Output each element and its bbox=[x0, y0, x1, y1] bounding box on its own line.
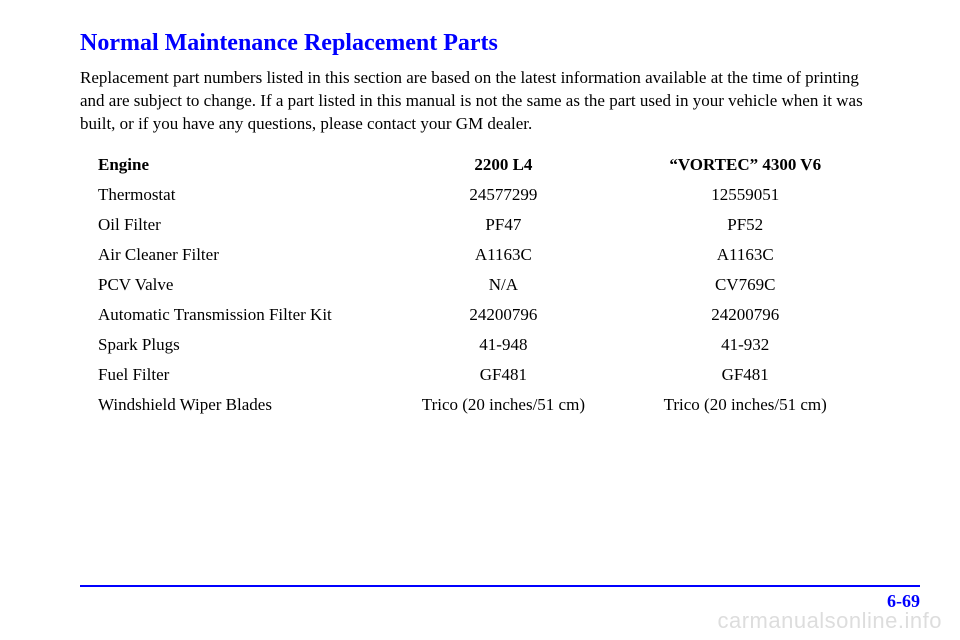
part-num-vortec: CV769C bbox=[620, 270, 870, 300]
part-num-vortec: 12559051 bbox=[620, 180, 870, 210]
parts-table: Engine 2200 L4 “VORTEC” 4300 V6 Thermost… bbox=[90, 150, 870, 420]
part-num-2200: 41-948 bbox=[386, 330, 620, 360]
footer-rule bbox=[80, 585, 920, 587]
part-num-vortec: GF481 bbox=[620, 360, 870, 390]
table-row: Fuel Filter GF481 GF481 bbox=[90, 360, 870, 390]
table-row: PCV Valve N/A CV769C bbox=[90, 270, 870, 300]
intro-paragraph: Replacement part numbers listed in this … bbox=[80, 67, 880, 136]
part-name: PCV Valve bbox=[90, 270, 386, 300]
table-row: Oil Filter PF47 PF52 bbox=[90, 210, 870, 240]
part-num-vortec: 24200796 bbox=[620, 300, 870, 330]
table-row: Air Cleaner Filter A1163C A1163C bbox=[90, 240, 870, 270]
part-num-2200: N/A bbox=[386, 270, 620, 300]
part-num-vortec: A1163C bbox=[620, 240, 870, 270]
part-name: Automatic Transmission Filter Kit bbox=[90, 300, 386, 330]
section-heading: Normal Maintenance Replacement Parts bbox=[80, 30, 880, 57]
watermark-text: carmanualsonline.info bbox=[717, 608, 942, 634]
part-num-vortec: PF52 bbox=[620, 210, 870, 240]
part-num-vortec: 41-932 bbox=[620, 330, 870, 360]
manual-page: Normal Maintenance Replacement Parts Rep… bbox=[0, 0, 960, 420]
parts-table-body: Thermostat 24577299 12559051 Oil Filter … bbox=[90, 180, 870, 420]
table-header-row: Engine 2200 L4 “VORTEC” 4300 V6 bbox=[90, 150, 870, 180]
part-num-2200: A1163C bbox=[386, 240, 620, 270]
part-num-2200: 24200796 bbox=[386, 300, 620, 330]
part-name: Thermostat bbox=[90, 180, 386, 210]
col-header-vortec: “VORTEC” 4300 V6 bbox=[620, 150, 870, 180]
part-name: Air Cleaner Filter bbox=[90, 240, 386, 270]
part-num-2200: GF481 bbox=[386, 360, 620, 390]
part-name: Oil Filter bbox=[90, 210, 386, 240]
part-num-vortec: Trico (20 inches/51 cm) bbox=[620, 390, 870, 420]
table-row: Windshield Wiper Blades Trico (20 inches… bbox=[90, 390, 870, 420]
part-name: Spark Plugs bbox=[90, 330, 386, 360]
table-row: Spark Plugs 41-948 41-932 bbox=[90, 330, 870, 360]
table-row: Automatic Transmission Filter Kit 242007… bbox=[90, 300, 870, 330]
table-row: Thermostat 24577299 12559051 bbox=[90, 180, 870, 210]
col-header-engine: Engine bbox=[90, 150, 386, 180]
part-num-2200: 24577299 bbox=[386, 180, 620, 210]
col-header-2200l4: 2200 L4 bbox=[386, 150, 620, 180]
part-name: Windshield Wiper Blades bbox=[90, 390, 386, 420]
part-num-2200: Trico (20 inches/51 cm) bbox=[386, 390, 620, 420]
part-name: Fuel Filter bbox=[90, 360, 386, 390]
part-num-2200: PF47 bbox=[386, 210, 620, 240]
